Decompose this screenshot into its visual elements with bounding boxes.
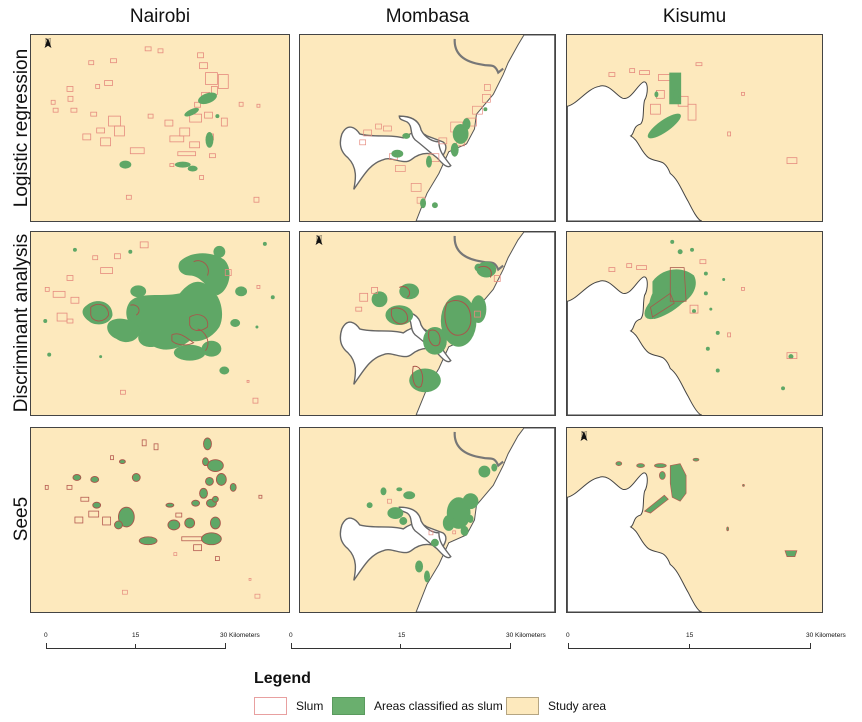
map-mombasa-logistic-regression [299,34,556,222]
column-title-nairobi: Nairobi [129,6,191,27]
scale-tick-0: 0 [566,632,570,639]
scale-tick-mark [135,644,136,649]
north-arrow-icon [315,235,323,245]
lake-layer [567,62,798,221]
scale-tick-mark [400,644,401,649]
scale-tick-30: 30 Kilometers [220,632,260,639]
scale-tick-15: 15 [686,632,694,639]
scale-tick-30: 30 Kilometers [806,632,846,639]
scale-bar-kisumu: 0 15 30 Kilometers [566,632,862,656]
scale-tick-15: 15 [132,632,140,639]
scale-tick-mark [568,643,569,649]
north-arrow: N [37,37,59,48]
scale-bar-mombasa: 0 15 30 Kilometers [289,632,551,656]
legend-item-slum: Slum [254,697,323,715]
map-mombasa-see5 [299,427,556,613]
scale-tick-mark [225,643,226,649]
map-kisumu-logistic-regression [566,34,823,222]
scale-tick-mark [291,643,292,649]
map-nairobi-discriminant-analysis [30,231,290,416]
north-arrow: N [573,430,595,441]
coastline-layer [339,428,555,612]
north-arrow-icon [44,38,52,48]
slum-layer [50,46,261,203]
column-title-kisumu: Kisumu [662,6,727,27]
scale-tick-mark [46,643,47,649]
scale-bar-nairobi: 0 15 30 Kilometers [44,632,306,656]
scale-tick-0: 0 [44,632,48,639]
lake-layer [567,457,798,612]
north-arrow-icon [580,431,588,441]
column-title-mombasa: Mombasa [385,6,470,27]
map-kisumu-see5: N [566,427,823,613]
legend-label-slum: Slum [296,699,324,713]
scale-tick-mark [810,643,811,649]
coastline-layer [339,232,555,415]
legend-item-study-area: Study area [506,697,606,715]
legend-title: Legend [254,670,311,687]
slum-swatch-icon [254,697,287,715]
scale-tick-mark [689,644,690,649]
classified-slum-swatch-icon [332,697,365,715]
legend-item-classified-slum: Areas classified as slum [332,697,503,715]
scale-tick-0: 0 [289,632,293,639]
classified-layer [43,241,275,404]
legend-label-classified-slum: Areas classified as slum [374,699,503,713]
map-kisumu-discriminant-analysis [566,231,823,416]
north-arrow: N [308,234,330,245]
scale-tick-mark [510,643,511,649]
classified-layer [44,437,263,599]
map-mombasa-discriminant-analysis: N [299,231,556,416]
coastline-layer [339,35,555,221]
legend-label-study-area: Study area [548,699,607,713]
scale-tick-15: 15 [398,632,406,639]
scale-tick-30: 30 Kilometers [506,632,546,639]
study-area-swatch-icon [506,697,539,715]
map-nairobi-see5 [30,427,290,613]
lake-layer [567,239,798,415]
map-nairobi-logistic-regression: N [30,34,290,222]
